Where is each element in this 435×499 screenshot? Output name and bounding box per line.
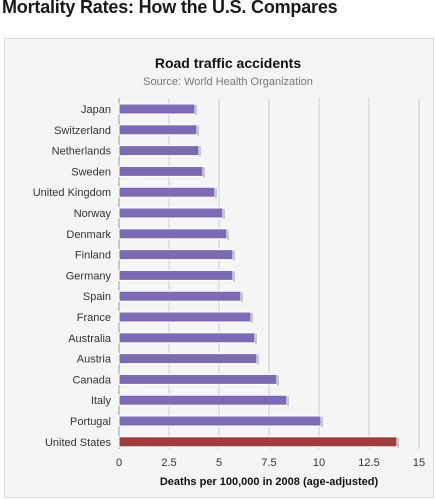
x-axis-label: Deaths per 100,000 in 2008 (age-adjusted… [160,476,379,488]
chart-title: Road traffic accidents [155,55,301,71]
chart-panel: Japan Switzerland Netherlands Sweden United … [4,38,434,498]
x-tick-label: 2.5 [161,457,176,469]
category-label: Germany [66,270,112,282]
bar-shadow [257,354,259,365]
category-label: France [77,312,111,324]
bar-shadow [277,375,279,386]
x-tick-label: 5 [216,457,222,469]
bar-shadow [397,437,399,448]
bar [118,124,198,136]
x-tick-labels: 0 2.5 5 7.5 10 12.5 15 [116,457,425,469]
bar-shadow [197,125,199,136]
category-label: Italy [91,395,112,407]
bar [118,228,228,240]
category-label: United States [45,437,112,449]
bar-shadow [251,313,253,323]
bar [118,311,252,323]
bar [118,249,234,261]
bar-shadow [233,271,235,282]
category-label: Sweden [71,166,111,178]
bar-shadow [321,417,323,427]
bar-chart: Japan Switzerland Netherlands Sweden United … [33,55,425,488]
category-label: Austria [77,354,112,366]
chart-subtitle: Source: World Health Organization [143,76,313,88]
x-tick-label: 0 [116,457,122,469]
bar [118,145,200,157]
bar [118,165,204,177]
bar [118,373,278,385]
category-label: Canada [72,374,111,386]
category-label: Denmark [66,229,111,241]
category-label: Norway [74,208,112,220]
bar-shadow [223,209,225,219]
x-tick-label: 15 [413,457,425,469]
category-label: Australia [68,333,112,345]
bar-shadow [241,292,243,303]
category-labels: Japan Switzerland Netherlands Sweden United … [33,104,112,449]
page-title: Mortality Rates: How the U.S. Compares [2,0,338,17]
category-label: Finland [75,250,111,262]
category-label: Spain [83,291,111,303]
category-label: Japan [81,104,111,116]
bar-shadow [203,167,205,178]
bar-shadow [215,188,217,199]
bar [118,207,224,219]
bar [118,186,216,198]
bar-highlight [118,436,398,448]
bar [118,332,256,344]
bar-shadow [255,333,257,344]
bar-shadow [233,250,235,261]
bars [118,103,399,448]
bar-shadow [195,105,197,115]
x-tick-label: 12.5 [358,457,379,469]
bar [118,290,242,302]
x-tick-label: 10 [313,457,325,469]
bar [118,394,288,406]
category-label: Portugal [70,416,111,428]
category-label: United Kingdom [33,187,111,199]
bar-shadow [287,396,289,407]
category-label: Switzerland [54,125,111,137]
x-tick-label: 7.5 [261,457,276,469]
bar-shadow [199,146,201,157]
bar [118,269,234,281]
bar [118,103,196,115]
category-label: Netherlands [52,146,112,158]
bar-shadow [227,229,229,240]
bar [118,353,258,365]
bar [118,415,322,427]
